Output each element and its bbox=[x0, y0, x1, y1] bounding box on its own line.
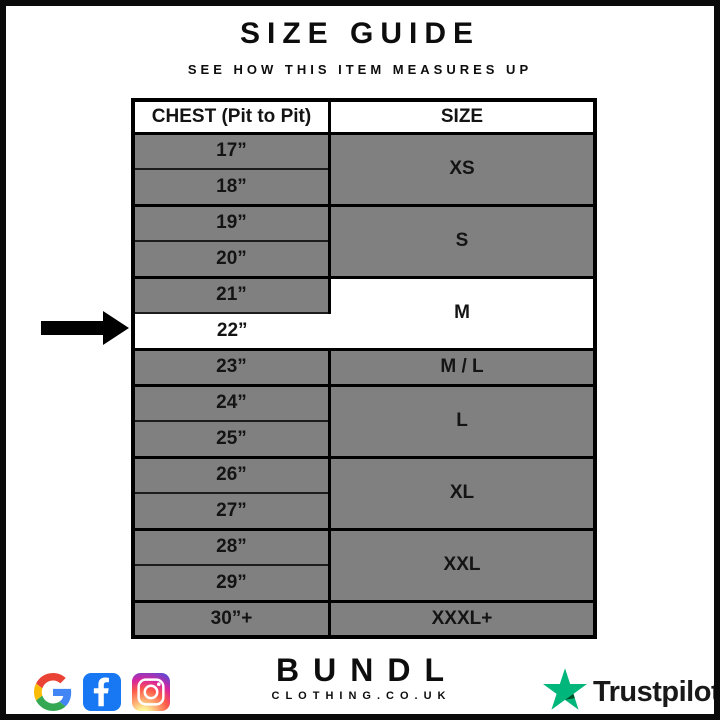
chest-cell: 18” bbox=[133, 169, 331, 205]
chest-cell: 19” bbox=[133, 203, 331, 242]
chest-cell-highlighted: 22” bbox=[133, 313, 330, 349]
chest-cell: 21” bbox=[133, 275, 331, 314]
chest-cell: 17” bbox=[133, 131, 331, 170]
size-cell: XS bbox=[329, 131, 595, 205]
chest-cell: 27” bbox=[133, 493, 331, 529]
chest-cell: 30”+ bbox=[133, 599, 331, 637]
facebook-icon bbox=[83, 673, 121, 711]
chest-cell: 23” bbox=[133, 347, 331, 385]
table-row: 23” M / L bbox=[133, 347, 595, 385]
row-indicator-arrow-icon bbox=[41, 311, 129, 345]
size-cell: XXL bbox=[329, 527, 595, 601]
brand-name: BUNDL bbox=[276, 652, 458, 688]
arrow-shaft bbox=[41, 321, 103, 335]
chest-cell: 24” bbox=[133, 383, 331, 422]
table-row: 17” XS bbox=[133, 131, 595, 205]
table-row: 25” bbox=[133, 421, 595, 457]
table-header-row: CHEST (Pit to Pit) SIZE bbox=[133, 100, 595, 135]
table-row: 30”+ XXXL+ bbox=[133, 599, 595, 637]
table-row: 24” L bbox=[133, 383, 595, 457]
table-row: 21” M bbox=[133, 275, 595, 349]
chest-cell: 28” bbox=[133, 527, 331, 566]
chest-cell: 26” bbox=[133, 455, 331, 494]
size-cell: S bbox=[329, 203, 595, 277]
table-row: 29” bbox=[133, 565, 595, 601]
size-cell: XXXL+ bbox=[329, 599, 595, 637]
table-row-highlighted: 22” bbox=[133, 313, 595, 349]
size-cell-highlighted: M bbox=[329, 275, 595, 349]
trustpilot-label: Trustpilot bbox=[593, 675, 720, 708]
social-icons bbox=[34, 673, 170, 711]
instagram-icon bbox=[132, 673, 170, 711]
page-title: SIZE GUIDE bbox=[239, 17, 481, 50]
size-cell: L bbox=[329, 383, 595, 457]
table-row: 28” XXL bbox=[133, 527, 595, 601]
trustpilot-logo: Trustpilot bbox=[543, 667, 720, 714]
trustpilot-star-icon bbox=[543, 667, 587, 714]
column-header-size: SIZE bbox=[329, 100, 595, 135]
chest-cell: 29” bbox=[133, 565, 331, 601]
brand-logo: BUNDL CLOTHING.CO.UK bbox=[6, 654, 714, 702]
table-row: 20” bbox=[133, 241, 595, 277]
table-row: 19” S bbox=[133, 203, 595, 277]
size-cell: XL bbox=[329, 455, 595, 529]
table-row: 18” bbox=[133, 169, 595, 205]
size-cell: M / L bbox=[329, 347, 595, 385]
chest-cell: 25” bbox=[133, 421, 331, 457]
column-header-chest: CHEST (Pit to Pit) bbox=[133, 100, 331, 135]
page-subtitle: SEE HOW THIS ITEM MEASURES UP bbox=[187, 62, 533, 77]
table-row: 27” bbox=[133, 493, 595, 529]
size-guide-table: CHEST (Pit to Pit) SIZE 17” XS 18” 19” S… bbox=[131, 98, 597, 639]
table-row: 26” XL bbox=[133, 455, 595, 529]
chest-cell: 20” bbox=[133, 241, 331, 277]
google-icon bbox=[34, 673, 72, 711]
brand-domain: CLOTHING.CO.UK bbox=[271, 690, 452, 702]
arrow-head bbox=[103, 311, 129, 345]
